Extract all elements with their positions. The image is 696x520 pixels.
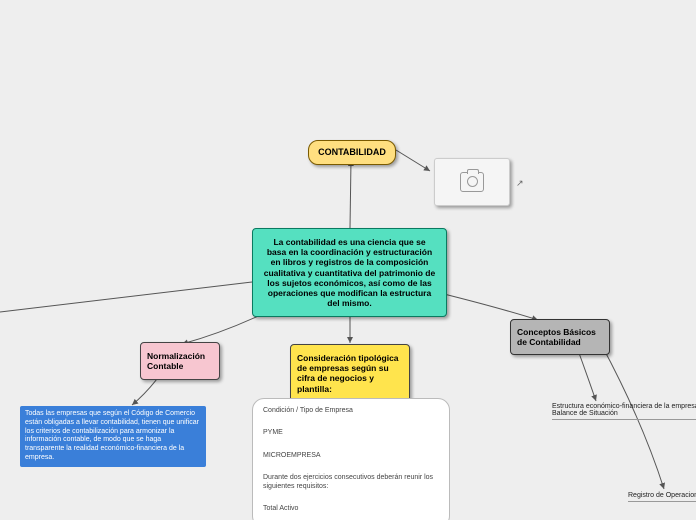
tipo-leaf-row: PYME	[263, 429, 439, 437]
node-normalizacion[interactable]: Normalización Contable	[140, 342, 220, 380]
node-root[interactable]: CONTABILIDAD	[308, 140, 396, 165]
node-conceptos[interactable]: Conceptos Básicos de Contabilidad	[510, 319, 610, 355]
node-root-label: CONTABILIDAD	[318, 147, 386, 157]
tipo-leaf-row: Condición / Tipo de Empresa	[263, 407, 439, 415]
node-conceptos-leaf-estructura[interactable]: Estructura económico-financiera de la em…	[552, 403, 696, 420]
edge-def-to-conc	[440, 293, 538, 320]
edge-def-to-root	[350, 160, 351, 228]
node-definition[interactable]: La contabilidad es una ciencia que se ba…	[252, 228, 447, 317]
node-tipologica-label: Consideración tipológica de empresas seg…	[297, 353, 399, 394]
edge-root-to-image	[396, 150, 430, 171]
leaf-estructura-text: Estructura económico-financiera de la em…	[552, 403, 696, 417]
node-normalizacion-leaf[interactable]: Todas las empresas que según el Código d…	[20, 406, 206, 467]
node-tipologica-leaf[interactable]: Condición / Tipo de Empresa PYME MICROEM…	[252, 398, 450, 520]
external-link-icon[interactable]: ↗	[516, 178, 526, 188]
leaf-registro-text: Registro de Operaciones	[628, 492, 696, 499]
node-conceptos-leaf-registro[interactable]: Registro de Operaciones	[628, 492, 696, 502]
node-definition-text: La contabilidad es una ciencia que se ba…	[264, 237, 435, 308]
node-normalizacion-label: Normalización Contable	[147, 351, 205, 371]
tipo-leaf-row: Total Activo	[263, 505, 439, 513]
tipo-leaf-row: MICROEMPRESA	[263, 452, 439, 460]
node-conceptos-label: Conceptos Básicos de Contabilidad	[517, 327, 596, 347]
mindmap-canvas[interactable]: CONTABILIDAD ↗ La contabilidad es una ci…	[0, 0, 696, 520]
node-image-placeholder[interactable]	[434, 158, 510, 206]
tipo-leaf-row: Durante dos ejercicios consecutivos debe…	[263, 474, 439, 491]
edge-def-offleft	[0, 282, 252, 312]
camera-icon	[460, 172, 484, 192]
node-normalizacion-leaf-text: Todas las empresas que según el Código d…	[25, 410, 199, 461]
node-tipologica[interactable]: Consideración tipológica de empresas seg…	[290, 344, 410, 403]
